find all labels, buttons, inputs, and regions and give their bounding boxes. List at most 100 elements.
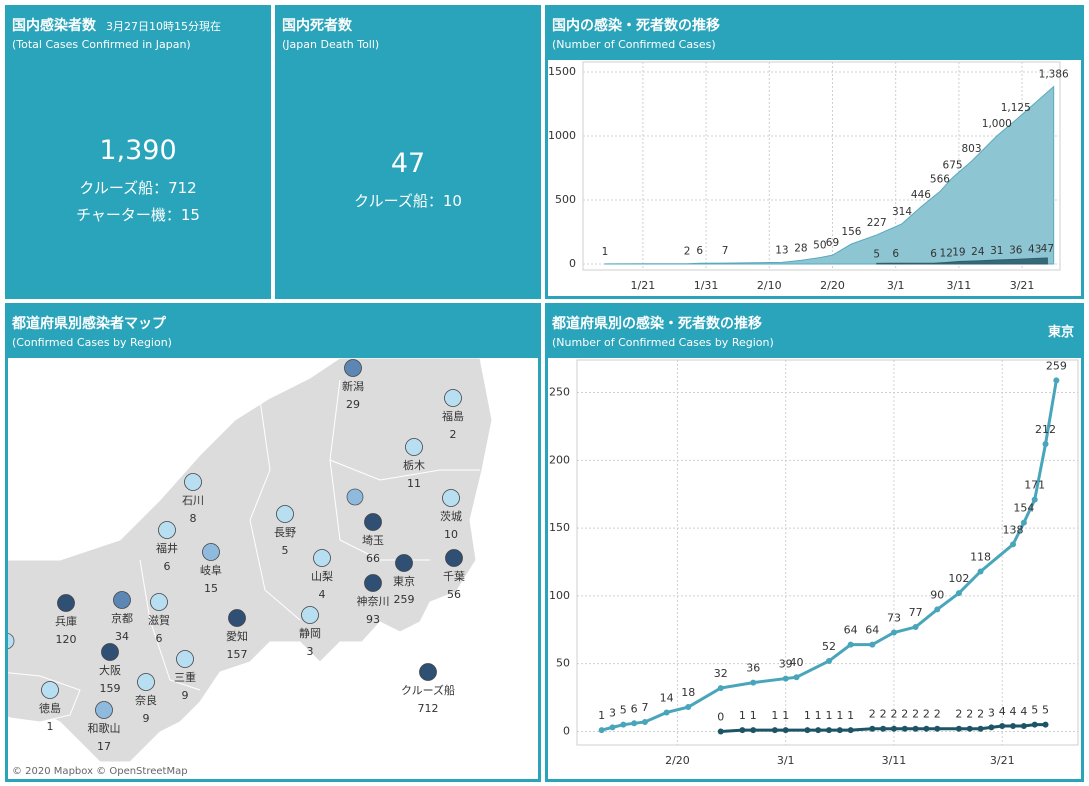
x-tick-label: 1/21 bbox=[631, 279, 656, 292]
data-label: 446 bbox=[911, 189, 931, 201]
region-dot bbox=[344, 359, 362, 377]
detail: クルーズ船：10 bbox=[354, 192, 462, 210]
data-label: 1 bbox=[771, 709, 778, 722]
region-dot bbox=[101, 643, 119, 661]
y-tick-label: 100 bbox=[549, 589, 570, 602]
data-label: 0 bbox=[717, 710, 724, 723]
data-label: 2 bbox=[934, 708, 941, 721]
point bbox=[1031, 721, 1038, 728]
land bbox=[8, 358, 493, 763]
data-label: 28 bbox=[794, 242, 807, 254]
region-name: 愛知 bbox=[226, 629, 248, 643]
point bbox=[890, 725, 897, 732]
data-label: 2 bbox=[901, 708, 908, 721]
region-dot bbox=[184, 473, 202, 491]
region-name: 三重 bbox=[174, 670, 196, 684]
land bbox=[8, 672, 81, 723]
panel-title: 国内の感染・死者数の推移 bbox=[552, 18, 720, 34]
data-label: 2 bbox=[684, 246, 691, 258]
point bbox=[977, 568, 984, 575]
x-tick-label: 3/1 bbox=[777, 754, 795, 767]
region-dot bbox=[445, 549, 463, 567]
data-label: 90 bbox=[930, 588, 944, 601]
point bbox=[890, 629, 897, 636]
point bbox=[663, 709, 670, 716]
region-dot bbox=[405, 438, 423, 456]
data-label: 1 bbox=[815, 709, 822, 722]
region-filter[interactable]: 東京 bbox=[1047, 325, 1074, 340]
data-label: 4 bbox=[999, 705, 1006, 718]
region-name: 兵庫 bbox=[55, 614, 77, 628]
data-label: 6 bbox=[696, 245, 703, 257]
region-dot bbox=[113, 591, 131, 609]
data-label: 154 bbox=[1013, 502, 1034, 515]
data-label: 212 bbox=[1035, 423, 1056, 436]
point bbox=[934, 606, 941, 613]
data-label: 5 bbox=[620, 704, 627, 717]
point bbox=[685, 704, 692, 711]
data-label: 2 bbox=[966, 708, 973, 721]
data-label: 12 bbox=[940, 247, 953, 259]
y-tick-label: 150 bbox=[549, 521, 570, 534]
region-name: 奈良 bbox=[135, 693, 157, 707]
region-value: 6 bbox=[156, 632, 163, 645]
region-name: 静岡 bbox=[299, 626, 321, 640]
data-label: 2 bbox=[912, 708, 919, 721]
point bbox=[1010, 723, 1017, 730]
region-dot bbox=[442, 489, 460, 507]
region-dot bbox=[176, 650, 194, 668]
data-label: 77 bbox=[909, 606, 923, 619]
data-label: 2 bbox=[923, 708, 930, 721]
data-label: 32 bbox=[714, 667, 728, 680]
region-dot bbox=[202, 543, 220, 561]
region-name: 埼玉 bbox=[362, 533, 384, 547]
region-dot bbox=[395, 554, 413, 572]
data-label: 2 bbox=[880, 708, 887, 721]
region-dot bbox=[444, 389, 462, 407]
region-name: 和歌山 bbox=[88, 721, 121, 735]
data-label: 64 bbox=[865, 624, 879, 637]
x-tick-label: 3/21 bbox=[1010, 279, 1035, 292]
data-label: 14 bbox=[660, 691, 674, 704]
panel-title: 国内死者数 bbox=[282, 18, 352, 34]
region-value: 259 bbox=[394, 593, 415, 606]
map-attribution: © 2020 Mapbox © OpenStreetMap bbox=[12, 766, 188, 777]
region-value: 6 bbox=[164, 560, 171, 573]
data-label: 1 bbox=[739, 709, 746, 722]
data-label: 3 bbox=[609, 706, 616, 719]
region-dot bbox=[364, 513, 382, 531]
point bbox=[631, 720, 638, 727]
region-value: 159 bbox=[100, 682, 121, 695]
data-label: 1 bbox=[847, 709, 854, 722]
data-label: 314 bbox=[892, 206, 912, 218]
panel-title: 都道府県別感染者マップ bbox=[12, 316, 166, 332]
region-value: 34 bbox=[115, 630, 129, 643]
data-label: 259 bbox=[1046, 359, 1067, 372]
region-dot bbox=[364, 574, 382, 592]
data-label: 102 bbox=[948, 572, 969, 585]
point bbox=[934, 725, 941, 732]
point bbox=[1020, 519, 1027, 526]
data-label: 2 bbox=[890, 708, 897, 721]
region-name: 滋賀 bbox=[148, 614, 170, 627]
plot-frame bbox=[582, 61, 1061, 271]
detail: クルーズ船：712 bbox=[79, 179, 197, 197]
data-label: 7 bbox=[722, 245, 729, 257]
data-label: 675 bbox=[943, 160, 963, 172]
point bbox=[598, 727, 605, 734]
y-tick-label: 1500 bbox=[548, 65, 576, 78]
region-name: 京都 bbox=[111, 611, 133, 625]
x-tick-label: 3/1 bbox=[887, 279, 905, 292]
region-name: 長野 bbox=[274, 526, 296, 539]
point bbox=[1010, 541, 1017, 548]
y-tick-label: 0 bbox=[563, 724, 570, 737]
subtitle: (Number of Confirmed Cases) bbox=[552, 38, 716, 51]
point bbox=[1053, 377, 1060, 384]
point bbox=[717, 685, 724, 692]
data-label: 5 bbox=[1042, 704, 1049, 717]
data-label: 31 bbox=[990, 245, 1003, 257]
data-label: 171 bbox=[1024, 479, 1045, 492]
data-label: 6 bbox=[631, 702, 638, 715]
y-tick-label: 200 bbox=[549, 453, 570, 466]
data-label: 803 bbox=[961, 143, 981, 155]
